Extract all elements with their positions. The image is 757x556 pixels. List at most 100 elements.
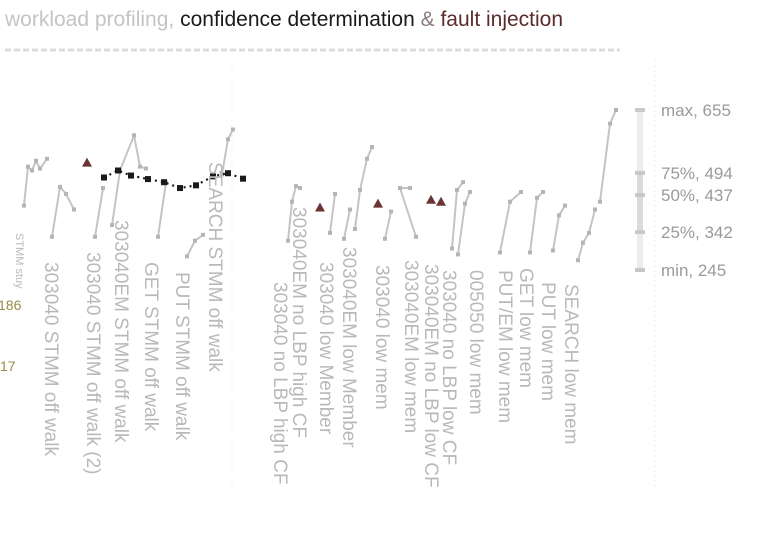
quartile-tick-3 [635, 230, 645, 235]
series-line-303040em-no-lbp-high-cf [329, 193, 336, 234]
series-point-stmm-stuy-0 [22, 203, 26, 208]
series-point-put-stmm-off-walk-1 [193, 238, 197, 243]
series-point-put-em-low-mem-0 [528, 250, 532, 255]
series-point-stmm-stuy-1 [26, 164, 30, 169]
series-point-303040em-low-member-2 [365, 156, 369, 161]
series-line-303040em-stmm-off-walk [111, 131, 147, 226]
workload-series-layer [22, 108, 618, 263]
side-label-186: 186 [0, 297, 22, 313]
confidence-point-9 [240, 175, 246, 182]
series-point-303040em-stmm-off-walk-0 [110, 223, 114, 228]
series-point-303040-no-lbp-high-cf-3 [298, 186, 302, 191]
series-label-303040-no-lbp-high-cf: 303040 no LBP high CF [269, 282, 290, 484]
title-fault-injection: fault injection [440, 8, 564, 31]
series-point-303040-low-mem-0 [383, 236, 387, 241]
series-point-search-stmm-off-walk-1 [226, 137, 230, 142]
series-label-303040-stmm-off-walk-2: 303040 STMM off walk (2) [82, 252, 103, 474]
series-point-get-low-mem-1 [557, 213, 561, 218]
confidence-point-5 [177, 185, 183, 192]
series-point-search-low-mem-0 [598, 199, 602, 204]
series-label-303040em-stmm-off-walk: 303040EM STMM off walk [110, 220, 131, 443]
quartile-box [635, 108, 645, 272]
series-label-layer: STMM stuy 303040 STMM off walk 303040 STMM… [13, 162, 581, 488]
series-point-303040-stmm-off-walk-1 [58, 184, 62, 189]
series-point-303040-no-lbp-high-cf-1 [290, 199, 294, 204]
series-point-303040em-stmm-off-walk-2 [132, 133, 136, 138]
series-label-put-low-mem: PUT low mem [537, 282, 558, 401]
quartile-iqr-bar [637, 172, 643, 233]
series-label-303040em-no-lbp-low-cf: 303040EM no LBP low CF [420, 264, 441, 488]
confidence-point-4 [161, 179, 167, 186]
series-point-303040-low-member-1 [348, 207, 352, 212]
series-line-put-stmm-off-walk [186, 234, 204, 257]
series-point-search-stmm-off-walk-2 [231, 127, 235, 132]
series-label-303040em-no-lbp-high-cf: 303040EM no LBP high CF [288, 207, 309, 438]
series-line-303040-low-member [343, 209, 351, 239]
side-label-17: 17 [0, 358, 16, 374]
series-label-get-stmm-off-walk: GET STMM off walk [140, 262, 161, 432]
series-point-005050-low-mem-2 [519, 189, 523, 194]
quartile-tick-1 [635, 170, 645, 175]
quartile-label-4: min, 245 [661, 261, 726, 280]
series-line-303040-low-mem [384, 211, 392, 239]
series-point-put-stmm-off-walk-0 [185, 254, 189, 259]
series-point-stmm-stuy-3 [34, 158, 38, 163]
series-point-303040em-low-member-0 [353, 227, 357, 232]
series-point-put-em-low-mem-1 [535, 195, 539, 200]
fault-marker-2 [373, 198, 383, 208]
series-point-303040em-low-mem-0 [414, 234, 418, 239]
series-label-005050-low-mem: 005050 low mem [465, 270, 486, 415]
series-point-put-low-mem-0 [576, 258, 580, 263]
series-point-put-low-mem-1 [581, 240, 585, 245]
fault-marker-3 [426, 194, 436, 204]
series-label-303040-low-member: 303040 low Member [315, 262, 336, 435]
series-label-303040-no-lbp-low-cf: 303040 no LBP low CF [438, 270, 459, 465]
series-point-303040-stmm-off-walk-0 [50, 234, 54, 239]
series-label-303040em-low-mem: 303040EM low mem [400, 260, 421, 433]
confidence-point-0 [101, 174, 107, 181]
quartile-label-0: max, 655 [661, 101, 731, 120]
quartile-label-layer: max, 655 75%, 494 50%, 437 25%, 342 min, 245 [661, 101, 733, 280]
series-line-get-low-mem [552, 205, 566, 251]
series-point-303040-stmm-off-walk-2 [64, 191, 68, 196]
series-line-put-em-low-mem [529, 191, 544, 253]
series-label-303040-low-mem: 303040 low mem [371, 265, 392, 410]
series-point-303040em-low-member-3 [370, 145, 374, 150]
confidence-point-3 [145, 176, 151, 183]
series-line-303040-stmm-off-walk [51, 184, 75, 237]
series-point-303040-low-member-0 [342, 236, 346, 241]
series-line-get-stmm-off-walk [157, 182, 167, 237]
title-ampersand: & [420, 8, 435, 31]
series-point-303040-stmm-off-walk-2-1 [101, 186, 105, 191]
fault-marker-4 [436, 196, 446, 206]
series-point-search-low-mem-2 [614, 108, 618, 112]
series-point-get-low-mem-2 [563, 203, 567, 208]
series-point-303040em-no-lbp-high-cf-0 [328, 230, 332, 235]
quartile-tick-0 [635, 108, 645, 112]
series-line-put-low-mem [577, 209, 596, 261]
chart-title: workload profiling, confidence determina… [5, 8, 563, 32]
series-point-303040-no-lbp-low-cf-2 [468, 189, 472, 194]
series-point-search-stmm-off-walk-0 [220, 172, 224, 177]
quartile-tick-4 [635, 268, 645, 272]
series-label-get-low-mem: GET low mem [515, 268, 536, 388]
title-confidence-determination: confidence determination [180, 8, 415, 31]
confidence-point-8 [225, 170, 231, 177]
series-point-303040em-low-member-1 [358, 188, 362, 192]
series-point-303040-no-lbp-low-cf-0 [456, 252, 460, 257]
series-point-303040-no-lbp-low-cf-1 [463, 201, 467, 206]
quartile-label-3: 25%, 342 [661, 223, 733, 242]
series-point-put-em-low-mem-2 [541, 189, 545, 194]
series-point-303040-stmm-off-walk-3 [72, 207, 76, 212]
series-label-put-em-low-mem: PUT/EM low mem [494, 270, 515, 423]
series-line-303040em-low-member [354, 146, 373, 230]
series-label-303040em-low-member: 303040EM low Member [338, 247, 359, 448]
series-point-303040-no-lbp-high-cf-2 [294, 184, 298, 189]
series-point-303040em-stmm-off-walk-4 [144, 166, 148, 171]
series-point-search-low-mem-1 [608, 121, 612, 126]
series-point-get-stmm-off-walk-0 [156, 234, 160, 239]
series-point-put-low-mem-2 [587, 230, 591, 235]
confidence-point-7 [210, 173, 216, 180]
fault-injection-layer [82, 157, 446, 212]
series-point-303040em-no-lbp-high-cf-1 [333, 191, 337, 196]
